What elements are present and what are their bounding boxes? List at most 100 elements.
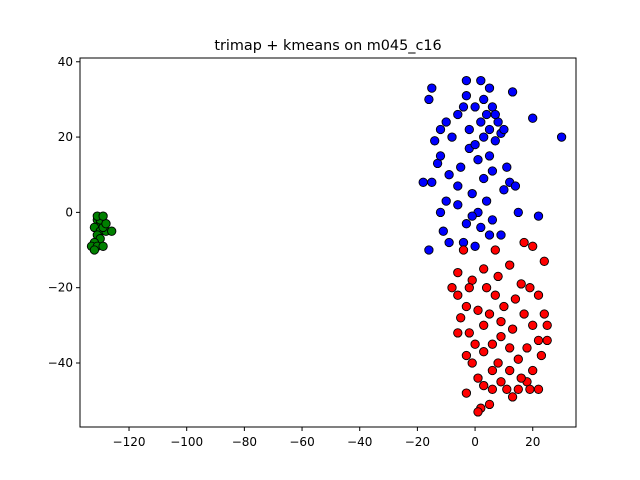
scatter-point-cluster-1 (484, 309, 495, 319)
scatter-point-cluster-1 (487, 384, 498, 394)
x-tick-label: 20 (525, 435, 540, 449)
scatter-point-cluster-1 (473, 305, 483, 315)
scatter-point-cluster-1 (513, 384, 523, 394)
scatter-point-cluster-1 (533, 384, 544, 394)
scatter-point-cluster-1 (487, 339, 498, 349)
scatter-point-cluster-0 (435, 151, 446, 161)
scatter-point-cluster-0 (507, 87, 518, 97)
scatter-point-cluster-0 (453, 200, 463, 210)
scatter-point-cluster-0 (470, 102, 480, 112)
scatter-point-cluster-1 (510, 294, 521, 304)
scatter-point-cluster-0 (435, 207, 446, 218)
scatter-point-cluster-1 (479, 380, 489, 391)
scatter-point-cluster-1 (505, 343, 515, 353)
x-tick-label: −20 (405, 435, 430, 449)
scatter-point-cluster-1 (539, 256, 549, 266)
scatter-point-cluster-1 (496, 377, 506, 387)
scatter-point-cluster-1 (507, 324, 518, 334)
scatter-point-cluster-1 (461, 388, 472, 398)
scatter-point-cluster-0 (453, 181, 463, 191)
scatter-point-cluster-1 (528, 320, 538, 330)
scatter-point-cluster-0 (476, 75, 486, 86)
y-tick-label: 20 (58, 130, 73, 144)
scatter-point-cluster-1 (496, 331, 506, 342)
scatter-point-cluster-0 (502, 162, 512, 172)
scatter-point-cluster-0 (470, 139, 480, 150)
scatter-point-cluster-1 (522, 343, 532, 353)
scatter-point-cluster-0 (484, 230, 495, 240)
scatter-point-cluster-1 (533, 290, 544, 300)
scatter-point-cluster-1 (513, 354, 523, 364)
scatter-point-cluster-0 (458, 102, 469, 112)
scatter-point-cluster-0 (467, 211, 477, 221)
scatter-point-cluster-1 (479, 264, 489, 274)
x-tick-label: −100 (170, 435, 203, 449)
scatter-point-cluster-0 (476, 222, 486, 233)
scatter-point-cluster-0 (487, 215, 498, 225)
scatter-point-cluster-0 (427, 177, 437, 187)
scatter-point-cluster-0 (533, 211, 544, 221)
scatter-point-cluster-1 (461, 301, 472, 312)
plot-frame (79, 57, 577, 428)
scatter-point-cluster-0 (510, 181, 521, 191)
x-tick-label: −60 (289, 435, 314, 449)
scatter-point-cluster-0 (430, 136, 440, 146)
scatter-point-cluster-1 (479, 320, 489, 330)
scatter-point-cluster-0 (447, 132, 457, 142)
scatter-point-cluster-0 (461, 91, 472, 101)
y-tick-label: 0 (65, 205, 73, 219)
y-tick-label: −40 (48, 356, 73, 370)
scatter-point-cluster-0 (496, 230, 506, 240)
scatter-point-cluster-0 (438, 226, 448, 236)
scatter-point-cluster-0 (484, 151, 495, 161)
scatter-point-cluster-1 (536, 350, 547, 361)
scatter-point-cluster-0 (461, 219, 472, 229)
scatter-point-cluster-1 (525, 384, 535, 394)
scatter-point-cluster-0 (556, 132, 567, 142)
scatter-point-cluster-0 (487, 102, 498, 112)
scatter-point-cluster-0 (528, 113, 538, 123)
scatter-point-cluster-0 (499, 185, 509, 195)
y-tick-label: −20 (48, 281, 73, 295)
x-tick-label: −80 (232, 435, 257, 449)
scatter-point-cluster-1 (464, 283, 474, 293)
y-axis: 40 20 0 −20 −40 (48, 55, 80, 370)
scatter-point-cluster-0 (481, 196, 492, 206)
scatter-point-cluster-1 (542, 335, 552, 346)
y-tick-label: 40 (58, 55, 73, 69)
points-layer (86, 75, 567, 417)
scatter-point-cluster-1 (493, 358, 503, 368)
scatter-point-cluster-0 (444, 237, 454, 248)
scatter-point-cluster-0 (484, 83, 495, 93)
scatter-point-cluster-1 (539, 309, 549, 319)
x-axis: −120 −100 −80 −60 −40 −20 0 20 (113, 427, 540, 449)
scatter-point-cluster-1 (519, 237, 529, 248)
scatter-point-cluster-0 (470, 241, 480, 251)
scatter-point-cluster-0 (464, 124, 474, 135)
scatter-point-cluster-1 (533, 335, 544, 346)
scatter-point-cluster-0 (456, 162, 466, 172)
scatter-point-cluster-1 (525, 283, 535, 293)
scatter-point-cluster-0 (424, 245, 434, 255)
x-tick-label: −120 (113, 435, 146, 449)
scatter-point-cluster-1 (528, 365, 538, 376)
scatter-point-cluster-1 (490, 245, 500, 255)
x-tick-label: 0 (471, 435, 479, 449)
scatter-point-cluster-1 (453, 328, 463, 338)
scatter-point-cluster-0 (444, 170, 454, 180)
scatter-point-cluster-1 (516, 373, 526, 383)
scatter-point-cluster-1 (487, 365, 498, 376)
scatter-point-cluster-0 (461, 75, 472, 86)
scatter-point-cluster-0 (441, 117, 451, 127)
scatter-point-cluster-1 (453, 290, 463, 300)
scatter-point-cluster-2 (101, 219, 111, 229)
scatter-point-cluster-0 (418, 177, 428, 187)
scatter-point-cluster-0 (453, 109, 463, 120)
scatter-point-cluster-1 (496, 316, 506, 327)
scatter-point-cluster-1 (461, 350, 472, 361)
scatter-point-cluster-0 (479, 132, 489, 142)
scatter-point-cluster-0 (481, 109, 492, 120)
scatter-point-cluster-2 (98, 211, 108, 221)
